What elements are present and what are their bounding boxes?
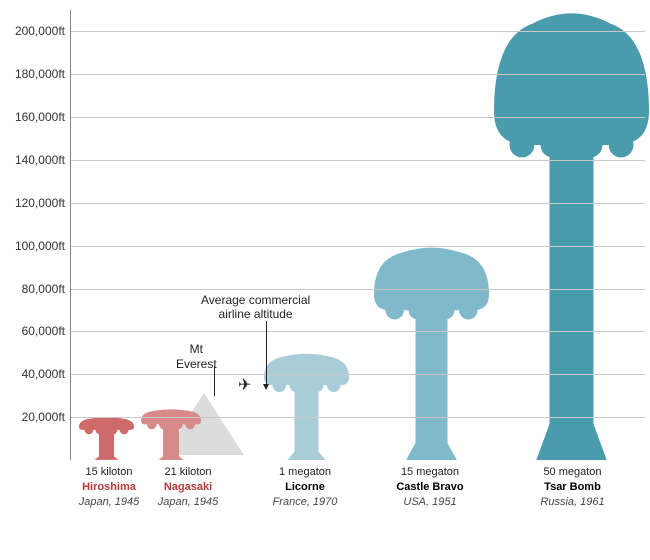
bomb-location: Russia, 1961 bbox=[500, 495, 645, 510]
bomb-name: Tsar Bomb bbox=[500, 480, 645, 495]
y-tick-label: 20,000ft bbox=[5, 410, 65, 424]
y-tick-label: 140,000ft bbox=[5, 153, 65, 167]
bomb-name: Licorne bbox=[250, 480, 360, 495]
everest-label: MtEverest bbox=[176, 342, 217, 371]
y-tick-label: 120,000ft bbox=[5, 196, 65, 210]
y-tick-label: 40,000ft bbox=[5, 367, 65, 381]
gridline bbox=[71, 417, 645, 418]
airline-altitude-label: Average commercialairline altitude bbox=[201, 293, 310, 322]
y-tick-label: 160,000ft bbox=[5, 110, 65, 124]
gridline bbox=[71, 374, 645, 375]
bomb-name: Castle Bravo bbox=[360, 480, 500, 495]
bomb-name: Hiroshima bbox=[70, 480, 148, 495]
bomb-location: Japan, 1945 bbox=[148, 495, 228, 510]
bomb-yield: 15 megaton bbox=[360, 465, 500, 480]
bomb-location: France, 1970 bbox=[250, 495, 360, 510]
bomb-location: Japan, 1945 bbox=[70, 495, 148, 510]
chart-area: MtEverest Average commercialairline altit… bbox=[70, 10, 645, 460]
everest-pointer bbox=[214, 366, 215, 396]
bomb-label: 1 megatonLicorneFrance, 1970 bbox=[250, 465, 360, 510]
bomb-location: USA, 1951 bbox=[360, 495, 500, 510]
gridline bbox=[71, 117, 645, 118]
bomb-label: 15 kilotonHiroshimaJapan, 1945 bbox=[70, 465, 148, 510]
gridline bbox=[71, 289, 645, 290]
y-tick-label: 60,000ft bbox=[5, 324, 65, 338]
bomb-yield: 15 kiloton bbox=[70, 465, 148, 480]
gridline bbox=[71, 160, 645, 161]
gridline bbox=[71, 331, 645, 332]
gridline bbox=[71, 246, 645, 247]
y-tick-label: 180,000ft bbox=[5, 67, 65, 81]
bomb-yield: 50 megaton bbox=[500, 465, 645, 480]
y-tick-label: 200,000ft bbox=[5, 24, 65, 38]
mushroom-layer bbox=[71, 10, 645, 460]
y-tick-label: 100,000ft bbox=[5, 239, 65, 253]
bomb-label: 21 kilotonNagasakiJapan, 1945 bbox=[148, 465, 228, 510]
airline-pointer bbox=[266, 321, 267, 385]
mushroom-cloud bbox=[264, 353, 349, 460]
y-tick-label: 80,000ft bbox=[5, 282, 65, 296]
bomb-yield: 21 kiloton bbox=[148, 465, 228, 480]
bomb-label: 15 megatonCastle BravoUSA, 1951 bbox=[360, 465, 500, 510]
mushroom-cloud bbox=[79, 417, 134, 460]
bomb-yield: 1 megaton bbox=[250, 465, 360, 480]
gridline bbox=[71, 74, 645, 75]
mushroom-cloud bbox=[374, 246, 489, 460]
mushroom-cloud bbox=[494, 10, 649, 460]
gridline bbox=[71, 31, 645, 32]
airline-pointer-arrow bbox=[263, 384, 269, 390]
gridline bbox=[71, 203, 645, 204]
airplane-icon: ✈ bbox=[238, 375, 251, 395]
bomb-label: 50 megatonTsar BombRussia, 1961 bbox=[500, 465, 645, 510]
bomb-name: Nagasaki bbox=[148, 480, 228, 495]
